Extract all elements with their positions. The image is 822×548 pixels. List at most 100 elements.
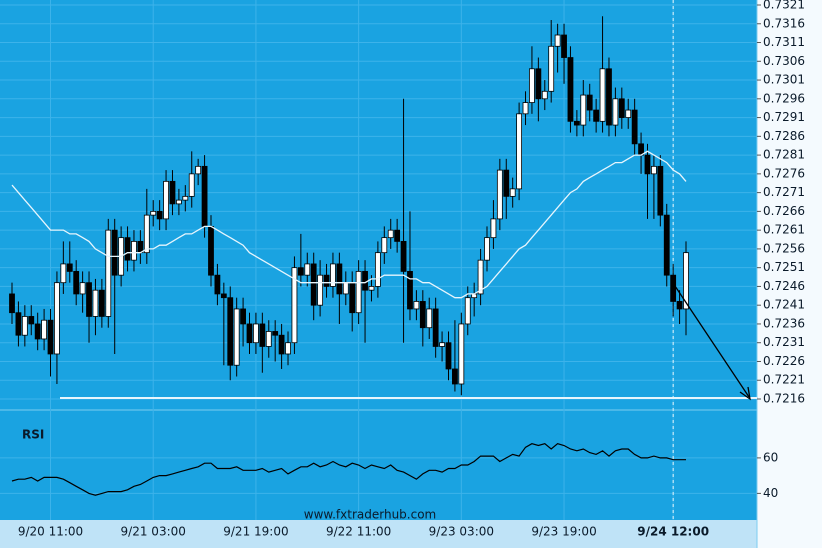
candle-body bbox=[464, 297, 471, 325]
candle-body bbox=[670, 274, 677, 302]
candle-body bbox=[477, 259, 484, 295]
candle-body bbox=[644, 154, 651, 175]
candle-body bbox=[111, 229, 118, 276]
candle-body bbox=[124, 237, 131, 261]
candle-body bbox=[169, 180, 176, 205]
arrow bbox=[672, 282, 750, 398]
candle-body bbox=[657, 165, 664, 216]
candle-body bbox=[336, 263, 343, 295]
y-tick-label: 0.7276 bbox=[763, 166, 805, 180]
candle-body bbox=[683, 252, 689, 310]
candle-body bbox=[445, 342, 452, 370]
candle-body bbox=[599, 68, 606, 122]
candle-body bbox=[561, 34, 567, 58]
candle-body bbox=[362, 271, 368, 291]
y-tick-label: 0.7286 bbox=[763, 129, 805, 143]
candle-body bbox=[220, 293, 227, 299]
y-tick-label: 0.7246 bbox=[763, 279, 805, 293]
candle-body bbox=[79, 282, 86, 295]
y-tick-label: 0.7216 bbox=[763, 392, 805, 406]
candle-body bbox=[426, 308, 433, 329]
rsi-tick-label: 40 bbox=[763, 486, 778, 500]
y-tick-label: 0.7311 bbox=[763, 35, 805, 49]
candle-body bbox=[272, 331, 279, 336]
candle-body bbox=[28, 316, 35, 325]
moving-average bbox=[11, 150, 687, 299]
candle-body bbox=[143, 214, 150, 254]
candle-body bbox=[47, 319, 54, 355]
candle-body bbox=[131, 240, 137, 261]
candle-body bbox=[310, 263, 317, 306]
time-axis-panel bbox=[0, 520, 757, 548]
x-tick-label: 9/22 11:00 bbox=[326, 525, 391, 539]
y-tick-label: 0.7261 bbox=[763, 223, 805, 237]
y-tick-label: 0.7256 bbox=[763, 241, 805, 255]
candle-body bbox=[291, 267, 298, 344]
candle-body bbox=[304, 263, 311, 276]
y-tick-label: 0.7251 bbox=[763, 260, 805, 274]
candle-body bbox=[342, 282, 349, 295]
candle-body bbox=[297, 267, 304, 276]
marks bbox=[9, 0, 689, 520]
candle-body bbox=[323, 274, 330, 287]
candle-body bbox=[419, 301, 426, 329]
candle-body bbox=[509, 188, 516, 197]
candle-body bbox=[593, 109, 600, 122]
candle-body bbox=[330, 263, 336, 287]
candle-body bbox=[349, 282, 356, 314]
candle-body bbox=[548, 45, 555, 92]
candle-body bbox=[105, 229, 112, 317]
candle-body bbox=[246, 323, 253, 344]
candle-body bbox=[150, 210, 157, 216]
candle-body bbox=[516, 113, 523, 190]
candle-body bbox=[15, 312, 22, 336]
candle-body bbox=[41, 319, 47, 340]
candle-body bbox=[458, 323, 465, 385]
candle-body bbox=[618, 98, 625, 118]
price-axis-panel bbox=[757, 0, 822, 548]
candle-body bbox=[265, 331, 272, 347]
y-tick-label: 0.7296 bbox=[763, 91, 805, 105]
y-tick-label: 0.7236 bbox=[763, 316, 805, 330]
y-tick-label: 0.7291 bbox=[763, 110, 805, 124]
y-tick-label: 0.7271 bbox=[763, 185, 805, 199]
candle-body bbox=[490, 218, 497, 239]
y-tick-label: 0.7231 bbox=[763, 335, 805, 349]
candle-body bbox=[253, 323, 259, 344]
candle-body bbox=[631, 109, 638, 145]
y-tick-label: 0.7321 bbox=[763, 0, 805, 12]
candle-body bbox=[381, 237, 388, 254]
candle-body bbox=[278, 334, 285, 355]
candle-body bbox=[606, 68, 612, 126]
candle-body bbox=[484, 237, 490, 261]
x-tick-label: 9/21 03:00 bbox=[121, 525, 186, 539]
candle-body bbox=[240, 308, 246, 325]
candle-body bbox=[227, 297, 234, 366]
candle-body bbox=[285, 342, 291, 355]
candle-body bbox=[233, 308, 240, 366]
candle-body bbox=[188, 173, 195, 197]
x-tick-label: 9/20 11:00 bbox=[18, 525, 83, 539]
rsi-tick-label: 60 bbox=[763, 450, 778, 464]
candle-body bbox=[580, 94, 587, 126]
x-tick-label: 9/23 19:00 bbox=[531, 525, 596, 539]
candle-body bbox=[73, 271, 80, 295]
y-tick-label: 0.7241 bbox=[763, 298, 805, 312]
y-tick-label: 0.7316 bbox=[763, 16, 805, 30]
candle-body bbox=[407, 271, 413, 310]
candle-body bbox=[535, 68, 542, 100]
candle-body bbox=[541, 90, 548, 100]
y-tick-label: 0.7226 bbox=[763, 354, 805, 368]
candle-body bbox=[663, 214, 670, 276]
candle-body bbox=[573, 120, 580, 126]
candle-body bbox=[86, 282, 92, 317]
candle-body bbox=[612, 98, 619, 126]
y-tick-label: 0.7281 bbox=[763, 148, 805, 162]
x-tick-label: 9/23 03:00 bbox=[429, 525, 494, 539]
candle-body bbox=[317, 274, 324, 306]
y-tick-label: 0.7221 bbox=[763, 373, 805, 387]
candle-body bbox=[413, 301, 420, 310]
candle-body bbox=[60, 263, 67, 284]
candle-body bbox=[21, 316, 28, 336]
